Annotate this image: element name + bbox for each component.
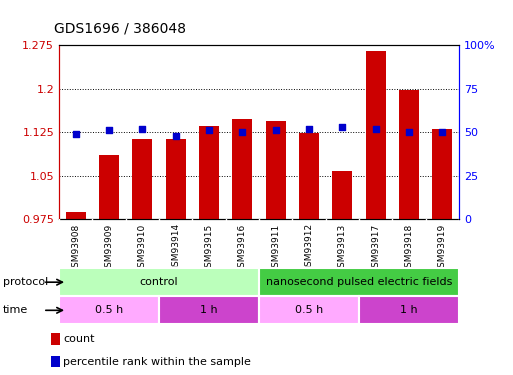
Point: [238, 129, 246, 135]
Bar: [199, 126, 219, 219]
Bar: [159, 296, 259, 324]
Point: [205, 128, 213, 134]
Bar: [259, 296, 359, 324]
Point: [271, 128, 280, 134]
Text: control: control: [140, 277, 179, 287]
Bar: [299, 134, 319, 219]
Point: [105, 128, 113, 134]
Text: GSM93915: GSM93915: [205, 223, 213, 273]
Bar: [432, 129, 452, 219]
Text: GSM93909: GSM93909: [105, 223, 113, 273]
Bar: [399, 90, 419, 219]
Point: [71, 131, 80, 137]
Point: [371, 126, 380, 132]
Text: 0.5 h: 0.5 h: [95, 305, 123, 315]
Text: time: time: [3, 305, 28, 315]
Bar: [359, 296, 459, 324]
Bar: [59, 296, 159, 324]
Text: GSM93913: GSM93913: [338, 223, 347, 273]
Text: GSM93911: GSM93911: [271, 223, 280, 273]
Bar: [166, 139, 186, 219]
Bar: [51, 356, 60, 367]
Bar: [99, 156, 119, 219]
Bar: [366, 51, 386, 219]
Text: count: count: [63, 334, 94, 344]
Text: GSM93912: GSM93912: [305, 223, 313, 272]
Text: nanosecond pulsed electric fields: nanosecond pulsed electric fields: [266, 277, 452, 287]
Bar: [51, 333, 60, 345]
Bar: [132, 139, 152, 219]
Bar: [259, 268, 459, 296]
Point: [405, 129, 413, 135]
Text: GSM93908: GSM93908: [71, 223, 80, 273]
Text: GSM93916: GSM93916: [238, 223, 247, 273]
Bar: [59, 268, 259, 296]
Point: [305, 126, 313, 132]
Text: GSM93914: GSM93914: [171, 223, 180, 272]
Point: [338, 124, 346, 130]
Bar: [232, 119, 252, 219]
Text: 1 h: 1 h: [200, 305, 218, 315]
Text: GSM93919: GSM93919: [438, 223, 447, 273]
Point: [138, 126, 147, 132]
Text: protocol: protocol: [3, 277, 48, 287]
Text: GDS1696 / 386048: GDS1696 / 386048: [54, 22, 186, 36]
Bar: [66, 212, 86, 219]
Bar: [266, 121, 286, 219]
Text: percentile rank within the sample: percentile rank within the sample: [63, 357, 251, 366]
Text: 0.5 h: 0.5 h: [295, 305, 323, 315]
Text: GSM93910: GSM93910: [138, 223, 147, 273]
Text: 1 h: 1 h: [400, 305, 418, 315]
Text: GSM93918: GSM93918: [405, 223, 413, 273]
Bar: [332, 171, 352, 219]
Text: GSM93917: GSM93917: [371, 223, 380, 273]
Point: [171, 133, 180, 139]
Point: [438, 129, 446, 135]
